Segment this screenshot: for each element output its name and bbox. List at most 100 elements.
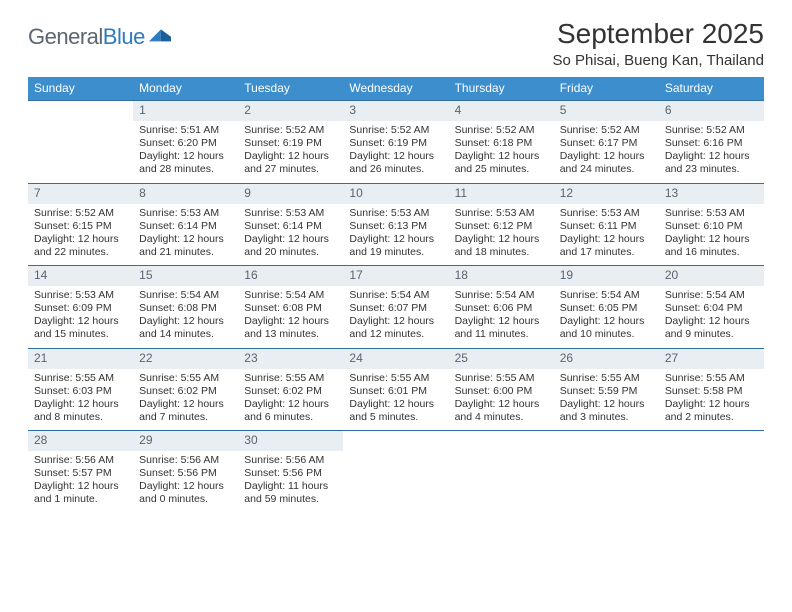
logo-word2: Blue: [103, 24, 145, 49]
day-cell: ..: [28, 101, 133, 183]
daylight-text: Daylight: 12 hours and 24 minutes.: [560, 150, 653, 176]
week-row: 7Sunrise: 5:52 AMSunset: 6:15 PMDaylight…: [28, 183, 764, 266]
day-number: 11: [449, 184, 554, 204]
daylight-text: Daylight: 12 hours and 23 minutes.: [665, 150, 758, 176]
day-cell: ..: [449, 431, 554, 513]
day-body: Sunrise: 5:56 AMSunset: 5:56 PMDaylight:…: [238, 451, 343, 513]
day-cell: 16Sunrise: 5:54 AMSunset: 6:08 PMDayligh…: [238, 266, 343, 348]
sunrise-text: Sunrise: 5:52 AM: [455, 124, 548, 137]
day-body: Sunrise: 5:52 AMSunset: 6:18 PMDaylight:…: [449, 121, 554, 183]
sunrise-text: Sunrise: 5:52 AM: [560, 124, 653, 137]
day-number: 18: [449, 266, 554, 286]
day-body: Sunrise: 5:55 AMSunset: 5:59 PMDaylight:…: [554, 369, 659, 431]
day-cell: 5Sunrise: 5:52 AMSunset: 6:17 PMDaylight…: [554, 101, 659, 183]
sunrise-text: Sunrise: 5:54 AM: [244, 289, 337, 302]
day-number: 9: [238, 184, 343, 204]
day-number: 12: [554, 184, 659, 204]
dow-cell: Thursday: [449, 77, 554, 100]
day-body: Sunrise: 5:52 AMSunset: 6:15 PMDaylight:…: [28, 204, 133, 266]
dow-cell: Friday: [554, 77, 659, 100]
daylight-text: Daylight: 12 hours and 14 minutes.: [139, 315, 232, 341]
day-cell: ..: [554, 431, 659, 513]
sunset-text: Sunset: 6:19 PM: [349, 137, 442, 150]
day-body: Sunrise: 5:54 AMSunset: 6:06 PMDaylight:…: [449, 286, 554, 348]
sunset-text: Sunset: 6:14 PM: [244, 220, 337, 233]
day-body: Sunrise: 5:54 AMSunset: 6:07 PMDaylight:…: [343, 286, 448, 348]
daylight-text: Daylight: 12 hours and 7 minutes.: [139, 398, 232, 424]
day-body: Sunrise: 5:55 AMSunset: 6:01 PMDaylight:…: [343, 369, 448, 431]
sunset-text: Sunset: 6:14 PM: [139, 220, 232, 233]
day-number: 16: [238, 266, 343, 286]
day-cell: 7Sunrise: 5:52 AMSunset: 6:15 PMDaylight…: [28, 184, 133, 266]
day-number: 5: [554, 101, 659, 121]
day-number: 2: [238, 101, 343, 121]
day-cell: 12Sunrise: 5:53 AMSunset: 6:11 PMDayligh…: [554, 184, 659, 266]
day-body: Sunrise: 5:55 AMSunset: 6:03 PMDaylight:…: [28, 369, 133, 431]
page: GeneralBlue September 2025 So Phisai, Bu…: [0, 0, 792, 513]
daylight-text: Daylight: 12 hours and 11 minutes.: [455, 315, 548, 341]
day-cell: 24Sunrise: 5:55 AMSunset: 6:01 PMDayligh…: [343, 349, 448, 431]
day-number: 14: [28, 266, 133, 286]
day-cell: 29Sunrise: 5:56 AMSunset: 5:56 PMDayligh…: [133, 431, 238, 513]
day-cell: ..: [343, 431, 448, 513]
day-cell: 21Sunrise: 5:55 AMSunset: 6:03 PMDayligh…: [28, 349, 133, 431]
sunrise-text: Sunrise: 5:52 AM: [34, 207, 127, 220]
day-cell: 26Sunrise: 5:55 AMSunset: 5:59 PMDayligh…: [554, 349, 659, 431]
sunrise-text: Sunrise: 5:52 AM: [665, 124, 758, 137]
daylight-text: Daylight: 12 hours and 19 minutes.: [349, 233, 442, 259]
sunset-text: Sunset: 6:19 PM: [244, 137, 337, 150]
day-cell: 19Sunrise: 5:54 AMSunset: 6:05 PMDayligh…: [554, 266, 659, 348]
sunset-text: Sunset: 5:56 PM: [139, 467, 232, 480]
logo-mark-icon: [149, 25, 171, 43]
day-body: Sunrise: 5:53 AMSunset: 6:13 PMDaylight:…: [343, 204, 448, 266]
sunrise-text: Sunrise: 5:53 AM: [34, 289, 127, 302]
day-body: Sunrise: 5:54 AMSunset: 6:05 PMDaylight:…: [554, 286, 659, 348]
day-cell: 4Sunrise: 5:52 AMSunset: 6:18 PMDaylight…: [449, 101, 554, 183]
sunrise-text: Sunrise: 5:55 AM: [139, 372, 232, 385]
day-number: 26: [554, 349, 659, 369]
week-row: ..1Sunrise: 5:51 AMSunset: 6:20 PMDaylig…: [28, 100, 764, 183]
dow-cell: Sunday: [28, 77, 133, 100]
day-cell: 17Sunrise: 5:54 AMSunset: 6:07 PMDayligh…: [343, 266, 448, 348]
day-number: 24: [343, 349, 448, 369]
day-cell: 23Sunrise: 5:55 AMSunset: 6:02 PMDayligh…: [238, 349, 343, 431]
sunset-text: Sunset: 6:20 PM: [139, 137, 232, 150]
dow-row: SundayMondayTuesdayWednesdayThursdayFrid…: [28, 77, 764, 100]
daylight-text: Daylight: 12 hours and 6 minutes.: [244, 398, 337, 424]
day-body: Sunrise: 5:53 AMSunset: 6:11 PMDaylight:…: [554, 204, 659, 266]
day-body: Sunrise: 5:55 AMSunset: 6:02 PMDaylight:…: [133, 369, 238, 431]
daylight-text: Daylight: 12 hours and 25 minutes.: [455, 150, 548, 176]
day-number: 25: [449, 349, 554, 369]
day-cell: 3Sunrise: 5:52 AMSunset: 6:19 PMDaylight…: [343, 101, 448, 183]
daylight-text: Daylight: 12 hours and 5 minutes.: [349, 398, 442, 424]
sunrise-text: Sunrise: 5:54 AM: [349, 289, 442, 302]
day-cell: 25Sunrise: 5:55 AMSunset: 6:00 PMDayligh…: [449, 349, 554, 431]
sunset-text: Sunset: 6:02 PM: [139, 385, 232, 398]
sunrise-text: Sunrise: 5:53 AM: [560, 207, 653, 220]
day-body: Sunrise: 5:54 AMSunset: 6:04 PMDaylight:…: [659, 286, 764, 348]
sunrise-text: Sunrise: 5:55 AM: [665, 372, 758, 385]
daylight-text: Daylight: 12 hours and 0 minutes.: [139, 480, 232, 506]
day-number: 1: [133, 101, 238, 121]
sunset-text: Sunset: 6:13 PM: [349, 220, 442, 233]
daylight-text: Daylight: 12 hours and 4 minutes.: [455, 398, 548, 424]
day-number: 23: [238, 349, 343, 369]
logo: GeneralBlue: [28, 18, 171, 50]
daylight-text: Daylight: 12 hours and 16 minutes.: [665, 233, 758, 259]
daylight-text: Daylight: 12 hours and 28 minutes.: [139, 150, 232, 176]
day-cell: 28Sunrise: 5:56 AMSunset: 5:57 PMDayligh…: [28, 431, 133, 513]
sunrise-text: Sunrise: 5:55 AM: [34, 372, 127, 385]
day-cell: 2Sunrise: 5:52 AMSunset: 6:19 PMDaylight…: [238, 101, 343, 183]
sunrise-text: Sunrise: 5:55 AM: [560, 372, 653, 385]
sunrise-text: Sunrise: 5:52 AM: [349, 124, 442, 137]
day-body: Sunrise: 5:53 AMSunset: 6:10 PMDaylight:…: [659, 204, 764, 266]
sunrise-text: Sunrise: 5:51 AM: [139, 124, 232, 137]
sunset-text: Sunset: 6:06 PM: [455, 302, 548, 315]
daylight-text: Daylight: 12 hours and 9 minutes.: [665, 315, 758, 341]
week-row: 28Sunrise: 5:56 AMSunset: 5:57 PMDayligh…: [28, 430, 764, 513]
day-number: 7: [28, 184, 133, 204]
sunset-text: Sunset: 6:00 PM: [455, 385, 548, 398]
day-body: Sunrise: 5:55 AMSunset: 5:58 PMDaylight:…: [659, 369, 764, 431]
daylight-text: Daylight: 12 hours and 27 minutes.: [244, 150, 337, 176]
logo-word1: General: [28, 24, 103, 49]
